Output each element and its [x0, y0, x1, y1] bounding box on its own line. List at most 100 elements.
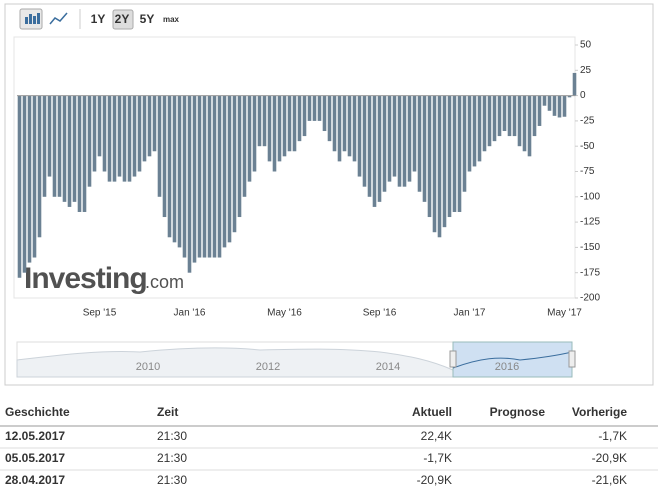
y-tick-label: -100 [580, 191, 600, 202]
range-button[interactable]: 2Y [115, 12, 130, 26]
bar [372, 95, 377, 207]
bar [472, 95, 477, 167]
bar [392, 95, 397, 177]
navigator-area [16, 347, 454, 378]
y-tick-label: -125 [580, 217, 600, 228]
table-cell: -21,6K [592, 473, 627, 487]
bar [522, 95, 527, 152]
y-tick-label: 50 [580, 40, 592, 51]
bar [92, 95, 97, 172]
navigator-handle[interactable] [449, 350, 457, 368]
bar [317, 95, 322, 121]
x-tick-label: Sep '16 [363, 308, 397, 319]
bar [502, 95, 507, 132]
bar [37, 95, 42, 238]
range-button[interactable]: max [163, 15, 180, 24]
bar [57, 95, 62, 197]
table-cell: 05.05.2017 [5, 451, 65, 465]
bar [487, 95, 492, 147]
table-header: Vorherige [572, 405, 627, 419]
bar [322, 95, 327, 132]
watermark: .com [145, 272, 184, 292]
bar [107, 95, 112, 182]
y-tick-label: -50 [580, 141, 595, 152]
bar [137, 95, 142, 172]
bar [537, 95, 542, 126]
bar [287, 95, 292, 152]
bar [52, 95, 57, 197]
bar [377, 95, 382, 202]
bar [87, 95, 92, 187]
y-tick-label: -75 [580, 166, 595, 177]
bar [172, 95, 177, 243]
bar [362, 95, 367, 187]
table-cell: -20,9K [417, 473, 452, 487]
bar [167, 95, 172, 238]
bar [277, 95, 282, 162]
y-tick-label: -150 [580, 242, 600, 253]
bar [187, 95, 192, 273]
navigator-selection[interactable] [452, 341, 573, 378]
bar [427, 95, 432, 218]
range-button[interactable]: 5Y [140, 12, 155, 26]
x-tick-label: May '16 [267, 308, 302, 319]
bar [217, 95, 222, 258]
bar [257, 95, 262, 147]
selected-range [112, 9, 134, 30]
bar [532, 95, 537, 137]
bar [307, 95, 312, 121]
bar [42, 95, 47, 197]
bar [32, 95, 37, 258]
range-button[interactable]: 1Y [91, 12, 106, 26]
bar [352, 95, 357, 162]
bar [77, 95, 82, 212]
bar [512, 95, 517, 137]
bar [482, 95, 487, 152]
bar [202, 95, 207, 258]
bar [157, 95, 162, 197]
table-header: Aktuell [412, 405, 452, 419]
x-tick-label: Sep '15 [83, 308, 117, 319]
bar [342, 95, 347, 152]
bar [422, 95, 427, 202]
bar [132, 95, 137, 177]
navigator-handle[interactable] [568, 350, 576, 368]
bar [417, 95, 422, 192]
bar [122, 95, 127, 182]
table-cell: 21:30 [157, 451, 187, 465]
bar [382, 95, 387, 192]
bar [552, 95, 557, 116]
bar [477, 95, 482, 162]
bar [387, 95, 392, 182]
bar [117, 95, 122, 177]
bar [367, 95, 372, 197]
bar [302, 95, 307, 137]
bar [112, 95, 117, 182]
bar [397, 95, 402, 187]
y-tick-label: -200 [580, 293, 600, 304]
bar [542, 95, 547, 106]
bar [557, 95, 562, 118]
bar [272, 95, 277, 172]
bar [22, 95, 27, 273]
bar [67, 95, 72, 207]
bar [562, 95, 567, 117]
navigator-line [452, 351, 573, 369]
bar [412, 95, 417, 172]
bar [232, 95, 237, 233]
line-chart-button[interactable] [49, 12, 68, 25]
bar [402, 95, 407, 187]
bar [47, 95, 52, 177]
bar [192, 95, 197, 263]
y-tick-label: -25 [580, 116, 595, 127]
bar [142, 95, 147, 162]
navigator-year: 2012 [256, 361, 280, 373]
bar [572, 72, 577, 96]
bar [407, 95, 412, 182]
bar [72, 95, 77, 202]
table-cell: -1,7K [423, 451, 452, 465]
y-tick-label: -175 [580, 267, 600, 278]
table-header: Zeit [157, 405, 178, 419]
watermark: Investing [24, 262, 147, 295]
